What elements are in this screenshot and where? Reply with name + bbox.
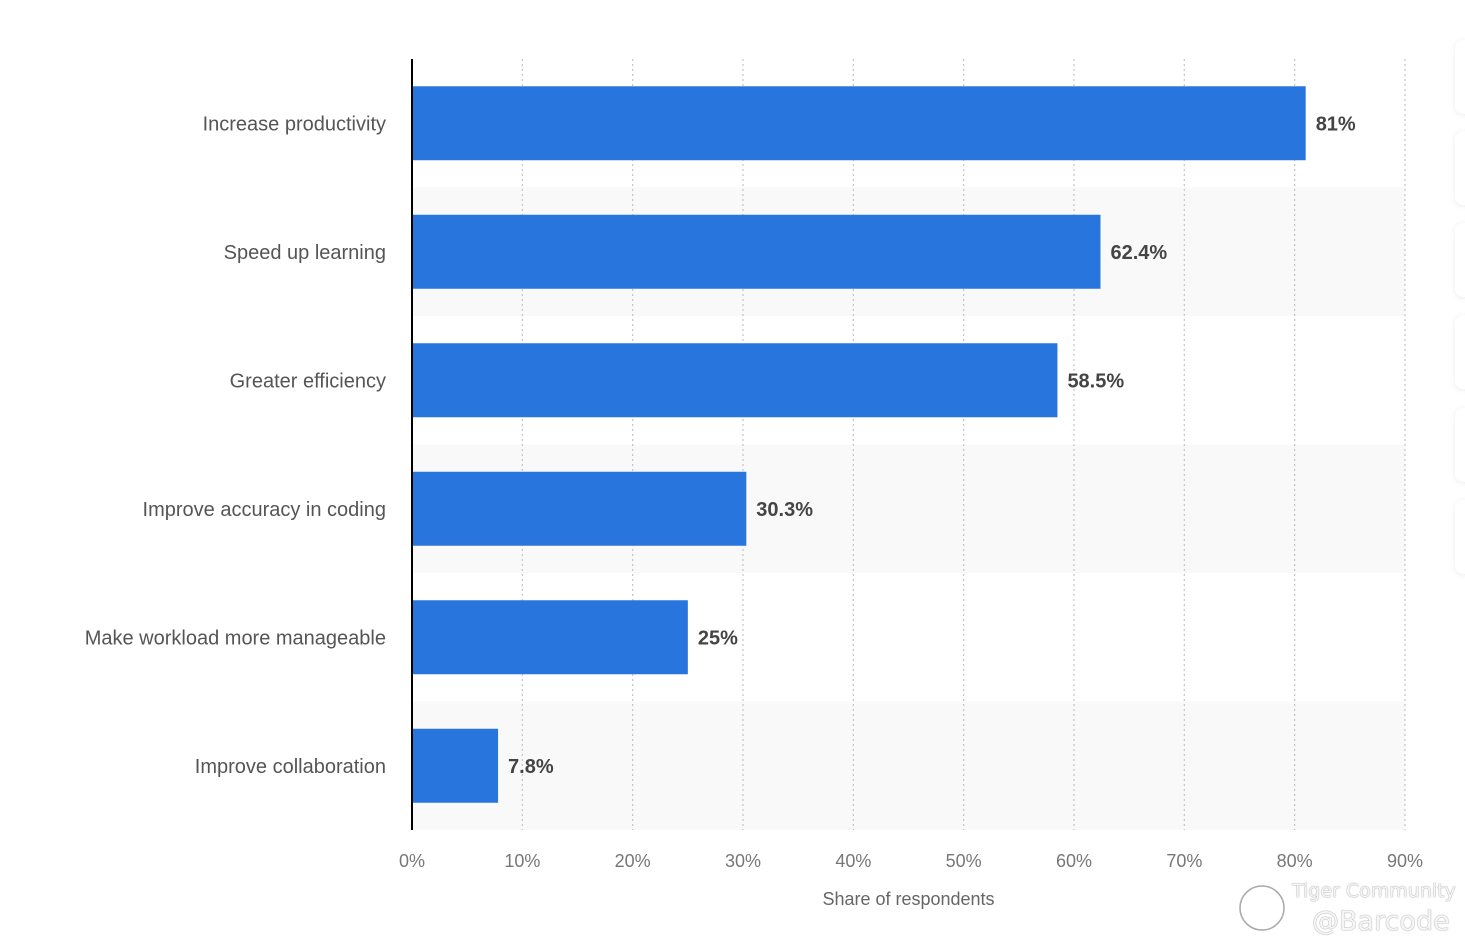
category-label: Improve collaboration (195, 756, 386, 778)
bar (412, 214, 1101, 289)
bar (412, 86, 1306, 161)
watermark-text: Tiger Community (1292, 880, 1456, 902)
bar (412, 728, 499, 803)
data-label: 58.5% (1067, 370, 1124, 392)
side-card[interactable] (1455, 408, 1465, 482)
data-label: 30.3% (756, 499, 813, 521)
x-tick-label: 80% (1277, 851, 1313, 871)
watermark-logo-icon (1239, 885, 1285, 931)
data-label: 25% (698, 627, 738, 649)
watermark-handle: @Barcode (1312, 906, 1450, 937)
category-label: Make workload more manageable (85, 627, 386, 649)
bar (412, 600, 688, 675)
x-tick-label: 50% (946, 851, 982, 871)
data-label: 62.4% (1110, 242, 1167, 264)
side-card[interactable] (1455, 223, 1465, 297)
x-tick-label: 60% (1056, 851, 1092, 871)
category-label: Increase productivity (203, 113, 386, 135)
bar (412, 471, 747, 546)
x-axis-title: Share of respondents (822, 889, 994, 909)
x-tick-label: 90% (1387, 851, 1423, 871)
data-label: 81% (1316, 113, 1356, 135)
data-label: 7.8% (508, 756, 554, 778)
side-card[interactable] (1455, 315, 1465, 389)
x-tick-label: 70% (1166, 851, 1202, 871)
x-tick-label: 40% (835, 851, 871, 871)
category-label: Greater efficiency (230, 370, 386, 392)
category-label: Improve accuracy in coding (143, 499, 386, 521)
side-card[interactable] (1455, 500, 1465, 574)
row-band (412, 701, 1405, 830)
side-card[interactable] (1455, 131, 1465, 205)
x-tick-label: 20% (615, 851, 651, 871)
x-tick-label: 30% (725, 851, 761, 871)
category-label: Speed up learning (224, 242, 386, 264)
x-tick-label: 0% (399, 851, 425, 871)
bar (412, 343, 1058, 418)
x-tick-label: 10% (504, 851, 540, 871)
side-card[interactable] (1455, 40, 1465, 114)
